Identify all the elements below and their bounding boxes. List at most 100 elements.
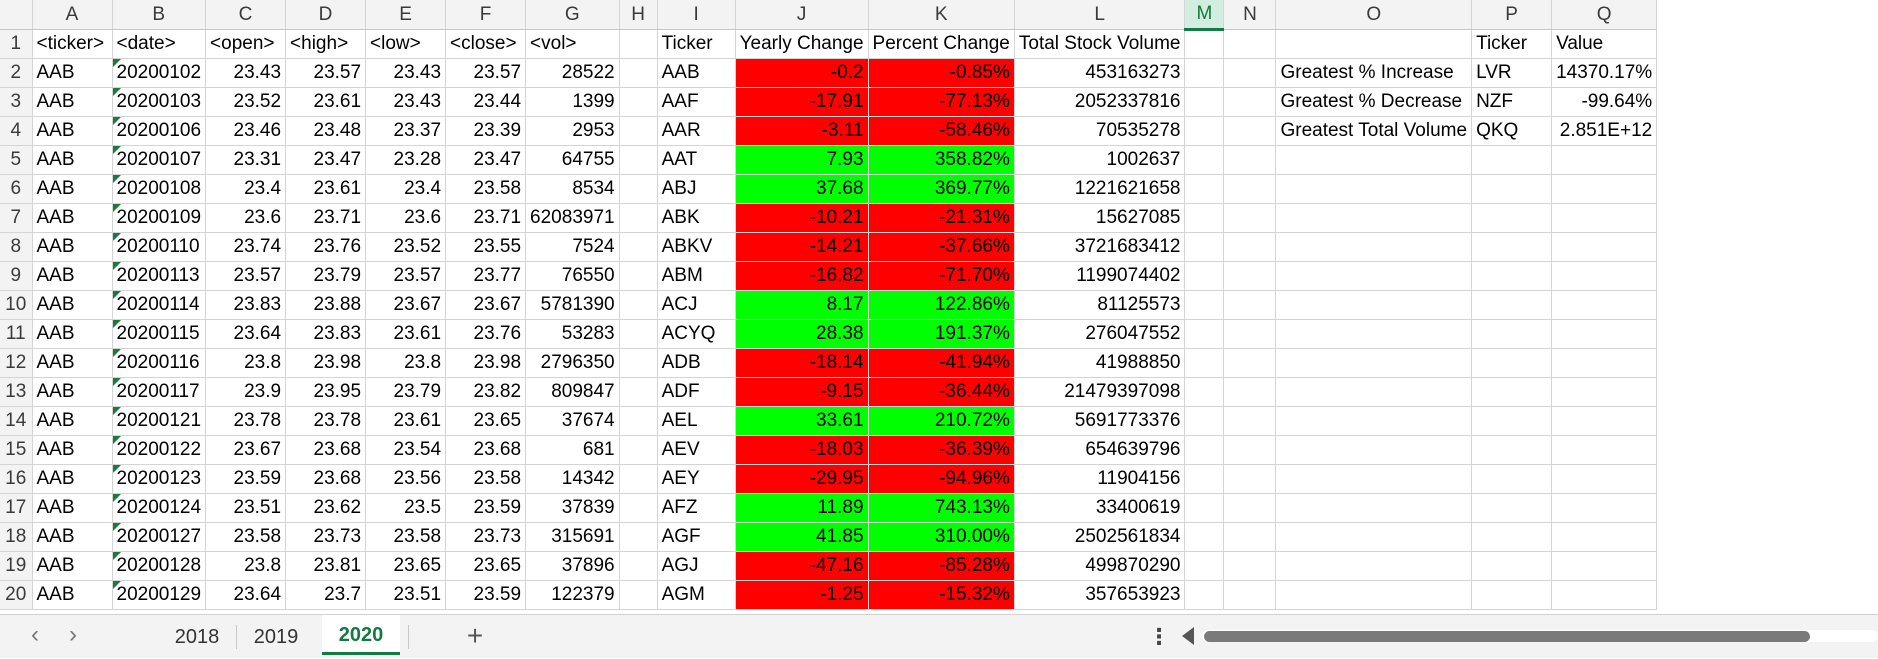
cell-low[interactable]: 23.5 xyxy=(365,493,447,523)
cell-low[interactable]: 23.65 xyxy=(365,551,447,581)
cell-greatest-ticker[interactable] xyxy=(1471,406,1553,436)
cell-empty-m[interactable] xyxy=(1184,29,1225,59)
cell-greatest-value[interactable] xyxy=(1551,551,1658,581)
cell-empty-n[interactable] xyxy=(1223,493,1277,523)
cell-low[interactable]: 23.8 xyxy=(365,348,447,378)
scroll-left-icon[interactable] xyxy=(1182,627,1194,645)
cell-greatest-value[interactable] xyxy=(1551,319,1658,349)
cell-low[interactable]: 23.37 xyxy=(365,116,447,146)
cell-greatest-ticker[interactable] xyxy=(1471,174,1553,204)
cell-high[interactable]: 23.95 xyxy=(285,377,367,407)
cell-low[interactable]: 23.28 xyxy=(365,145,447,175)
cell-date[interactable]: 20200127 xyxy=(112,522,207,552)
cell-low[interactable]: 23.6 xyxy=(365,203,447,233)
cell-summary-ticker[interactable]: ACYQ xyxy=(657,319,736,349)
cell-yearly-change[interactable]: 28.38 xyxy=(735,319,869,349)
cell-total-volume[interactable]: Total Stock Volume xyxy=(1014,29,1186,59)
cell-open[interactable]: 23.4 xyxy=(205,174,287,204)
cell-greatest-label[interactable] xyxy=(1275,203,1473,233)
cell-empty-n[interactable] xyxy=(1223,145,1277,175)
cell-vol[interactable]: 5781390 xyxy=(525,290,620,320)
cell-total-volume[interactable]: 81125573 xyxy=(1014,290,1186,320)
cell-high[interactable]: 23.61 xyxy=(285,174,367,204)
horizontal-scrollbar[interactable] xyxy=(1182,623,1878,651)
cell-date[interactable]: 20200128 xyxy=(112,551,207,581)
cell-empty-n[interactable] xyxy=(1223,29,1277,59)
cell-greatest-label[interactable] xyxy=(1275,522,1473,552)
cell-low[interactable]: <low> xyxy=(365,29,447,59)
cell-low[interactable]: 23.58 xyxy=(365,522,447,552)
row-header[interactable]: 10 xyxy=(0,290,33,320)
cell-vol[interactable]: <vol> xyxy=(525,29,620,59)
cell-low[interactable]: 23.43 xyxy=(365,87,447,117)
column-header-l[interactable]: L xyxy=(1014,0,1186,30)
cell-close[interactable]: 23.82 xyxy=(445,377,527,407)
cell-summary-ticker[interactable]: AGF xyxy=(657,522,736,552)
cell-yearly-change[interactable]: -9.15 xyxy=(735,377,869,407)
cell-total-volume[interactable]: 2502561834 xyxy=(1014,522,1186,552)
cell-empty-n[interactable] xyxy=(1223,377,1277,407)
row-header[interactable]: 1 xyxy=(0,29,33,59)
cell-greatest-ticker[interactable] xyxy=(1471,522,1553,552)
cell-summary-ticker[interactable]: AAB xyxy=(657,58,736,88)
cell-open[interactable]: 23.74 xyxy=(205,232,287,262)
cell-date[interactable]: 20200129 xyxy=(112,580,207,610)
cell-greatest-label[interactable] xyxy=(1275,377,1473,407)
cell-high[interactable]: 23.79 xyxy=(285,261,367,291)
spreadsheet-grid[interactable]: A B C D E F G H I J K L M N O P Q 1 <tick… xyxy=(0,0,1658,610)
cell-empty-n[interactable] xyxy=(1223,580,1277,610)
row-header[interactable]: 14 xyxy=(0,406,33,436)
column-header-m[interactable]: M xyxy=(1184,0,1225,31)
cell-high[interactable]: 23.68 xyxy=(285,435,367,465)
cell-greatest-ticker[interactable] xyxy=(1471,319,1553,349)
cell-greatest-label[interactable]: Greatest % Decrease xyxy=(1275,87,1473,117)
row-header[interactable]: 6 xyxy=(0,174,33,204)
cell-empty-n[interactable] xyxy=(1223,319,1277,349)
cell-greatest-value[interactable] xyxy=(1551,348,1658,378)
cell-ticker[interactable]: AAB xyxy=(32,522,113,552)
cell-percent-change[interactable]: -37.66% xyxy=(868,232,1015,262)
cell-ticker[interactable]: AAB xyxy=(32,116,113,146)
cell-yearly-change[interactable]: -3.11 xyxy=(735,116,869,146)
cell-ticker[interactable]: AAB xyxy=(32,319,113,349)
cell-yearly-change[interactable]: -14.21 xyxy=(735,232,869,262)
cell-greatest-ticker[interactable] xyxy=(1471,551,1553,581)
cell-yearly-change[interactable]: -17.91 xyxy=(735,87,869,117)
cell-vol[interactable]: 8534 xyxy=(525,174,620,204)
column-header-n[interactable]: N xyxy=(1223,0,1277,30)
cell-empty-n[interactable] xyxy=(1223,261,1277,291)
row-header[interactable]: 11 xyxy=(0,319,33,349)
cell-greatest-ticker[interactable] xyxy=(1471,348,1553,378)
cell-empty-h[interactable] xyxy=(619,290,658,320)
column-header-j[interactable]: J xyxy=(735,0,869,30)
cell-greatest-ticker[interactable] xyxy=(1471,377,1553,407)
cell-greatest-label[interactable] xyxy=(1275,261,1473,291)
select-all-corner[interactable] xyxy=(0,0,33,30)
cell-date[interactable]: 20200109 xyxy=(112,203,207,233)
cell-date[interactable]: 20200114 xyxy=(112,290,207,320)
cell-open[interactable]: 23.43 xyxy=(205,58,287,88)
column-header-k[interactable]: K xyxy=(868,0,1015,30)
cell-ticker[interactable]: AAB xyxy=(32,435,113,465)
column-header-f[interactable]: F xyxy=(445,0,527,30)
cell-vol[interactable]: 1399 xyxy=(525,87,620,117)
cell-empty-h[interactable] xyxy=(619,435,658,465)
cell-empty-n[interactable] xyxy=(1223,406,1277,436)
cell-open[interactable]: 23.58 xyxy=(205,522,287,552)
cell-total-volume[interactable]: 276047552 xyxy=(1014,319,1186,349)
cell-greatest-label[interactable] xyxy=(1275,435,1473,465)
cell-empty-m[interactable] xyxy=(1184,87,1225,117)
cell-greatest-value[interactable] xyxy=(1551,406,1658,436)
cell-summary-ticker[interactable]: ABM xyxy=(657,261,736,291)
cell-vol[interactable]: 7524 xyxy=(525,232,620,262)
cell-empty-n[interactable] xyxy=(1223,87,1277,117)
cell-greatest-value[interactable]: -99.64% xyxy=(1551,87,1658,117)
cell-total-volume[interactable]: 11904156 xyxy=(1014,464,1186,494)
cell-date[interactable]: 20200117 xyxy=(112,377,207,407)
row-header[interactable]: 4 xyxy=(0,116,33,146)
cell-greatest-value[interactable]: Value xyxy=(1551,29,1658,59)
row-header[interactable]: 3 xyxy=(0,87,33,117)
cell-low[interactable]: 23.61 xyxy=(365,406,447,436)
cell-high[interactable]: 23.98 xyxy=(285,348,367,378)
cell-date[interactable]: 20200110 xyxy=(112,232,207,262)
